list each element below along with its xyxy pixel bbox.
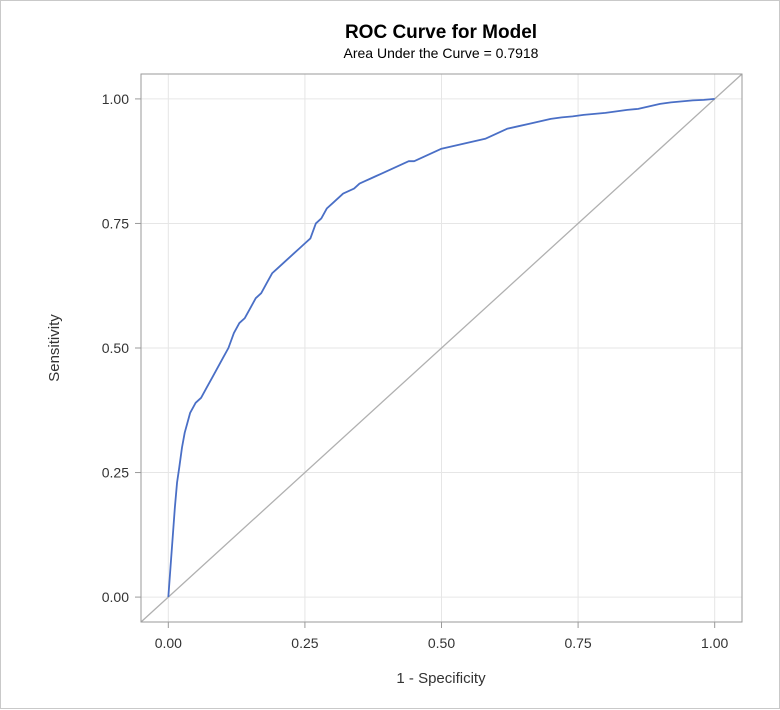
y-axis-ticks: 0.00 0.25 0.50 0.75 1.00 (102, 91, 141, 605)
chart-subtitle: Area Under the Curve = 0.7918 (344, 45, 539, 61)
x-tick-label: 0.50 (428, 635, 455, 651)
x-tick-label: 0.25 (291, 635, 318, 651)
y-tick-label: 0.00 (102, 589, 129, 605)
chart-title: ROC Curve for Model (345, 22, 537, 43)
x-tick-label: 0.75 (564, 635, 591, 651)
y-tick-label: 0.25 (102, 465, 129, 481)
reference-diagonal-line (140, 73, 743, 623)
y-tick-label: 0.75 (102, 215, 129, 231)
reference-line-group (140, 73, 743, 623)
roc-curve-line (167, 98, 715, 598)
x-tick-label: 1.00 (701, 635, 728, 651)
grid-lines (141, 74, 742, 622)
y-tick-label: 0.50 (102, 340, 129, 356)
x-axis-ticks: 0.00 0.25 0.50 0.75 1.00 (155, 622, 729, 651)
x-tick-label: 0.00 (155, 635, 182, 651)
x-axis-label: 1 - Specificity (396, 670, 486, 687)
y-axis-label: Sensitivity (46, 314, 63, 382)
y-tick-label: 1.00 (102, 91, 129, 107)
roc-series-group (167, 98, 715, 598)
